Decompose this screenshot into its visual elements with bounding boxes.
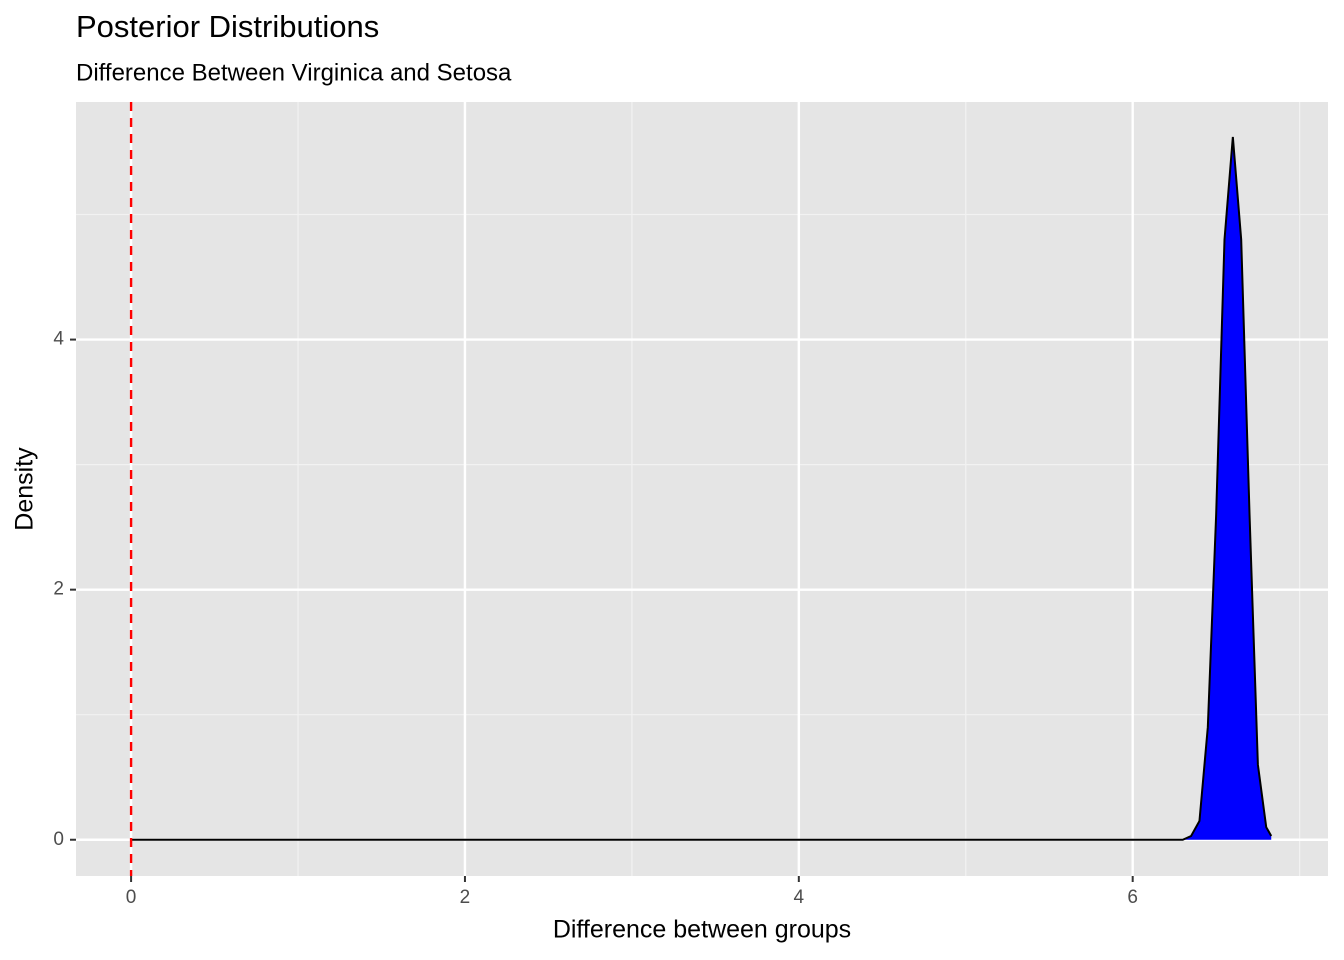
x-tick-label: 6 bbox=[1127, 887, 1138, 908]
plot-panel bbox=[76, 102, 1328, 876]
y-tick-label: 2 bbox=[53, 579, 64, 600]
y-tick-label: 4 bbox=[53, 329, 64, 350]
y-tick-label: 0 bbox=[53, 829, 64, 850]
y-axis-title: Density bbox=[11, 447, 39, 531]
x-tick-label: 0 bbox=[126, 887, 137, 908]
x-tick-label: 2 bbox=[460, 887, 471, 908]
density-line bbox=[131, 136, 1273, 841]
x-axis-title: Difference between groups bbox=[553, 916, 851, 944]
x-tick-label: 4 bbox=[794, 887, 805, 908]
chart-subtitle: Difference Between Virginica and Setosa bbox=[76, 59, 512, 86]
chart-title: Posterior Distributions bbox=[76, 9, 379, 44]
